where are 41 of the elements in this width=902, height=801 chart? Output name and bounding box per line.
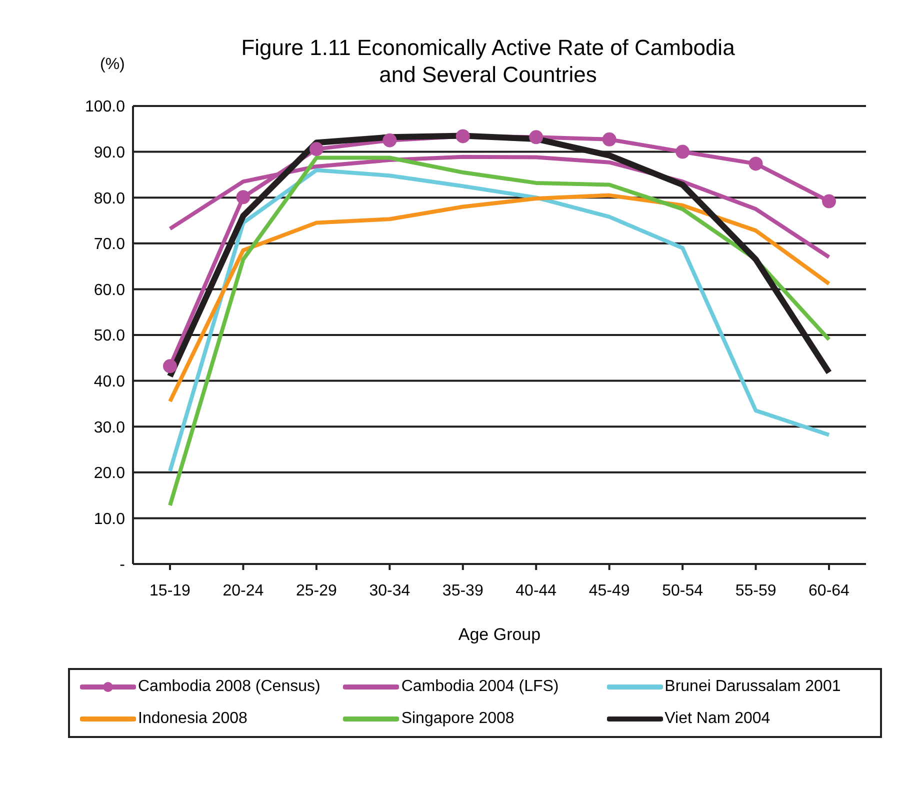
legend-label: Brunei Darussalam 2001 <box>664 678 841 696</box>
x-tick-label: 15-19 <box>150 582 191 600</box>
y-tick-label: 30.0 <box>94 419 126 436</box>
point <box>676 144 690 159</box>
point <box>309 142 324 156</box>
legend-label: Cambodia 2004 (LFS) <box>401 678 559 696</box>
chart-title: Figure 1.11 Economically Active Rate of Cambodia and Several Countries <box>241 35 735 87</box>
x-tick-label: 60-64 <box>808 582 850 600</box>
y-tick-label: 50.0 <box>94 328 126 345</box>
x-tick-label: 40-44 <box>516 582 557 600</box>
y-tick-label: 40.0 <box>94 373 126 390</box>
y-tick-label: 80.0 <box>94 190 126 208</box>
point <box>602 132 616 146</box>
legend-label: Cambodia 2008 (Census) <box>138 678 320 696</box>
x-axis-title: Age Group <box>458 625 541 644</box>
x-tick-label: 35-39 <box>442 582 484 600</box>
line-series <box>168 193 831 404</box>
point <box>163 359 177 374</box>
x-tick-label: 30-34 <box>369 582 410 600</box>
x-tick-label: 45-49 <box>588 582 630 600</box>
legend-label: Viet Nam 2004 <box>664 710 770 728</box>
point <box>822 194 836 208</box>
point <box>236 190 250 204</box>
legend-label: Indonesia 2008 <box>138 710 248 728</box>
x-tick-label: 50-54 <box>662 582 704 600</box>
point <box>748 156 763 171</box>
point <box>382 133 397 148</box>
point <box>529 130 544 144</box>
y-tick-label: 20.0 <box>94 465 126 482</box>
x-tick-label: 20-24 <box>222 582 264 600</box>
x-tick-label: 25-29 <box>296 582 338 600</box>
y-tick-label: 10.0 <box>94 510 126 528</box>
x-tick-label: 55-59 <box>735 582 776 600</box>
legend-label: Singapore 2008 <box>401 710 514 728</box>
point <box>456 129 470 144</box>
y-tick-label: 70.0 <box>94 236 126 254</box>
y-tick-label: 90.0 <box>94 144 126 162</box>
y-axis-title: (%) <box>100 56 125 74</box>
y-tick-label: - <box>120 556 125 574</box>
y-tick-label: 60.0 <box>94 282 126 299</box>
y-tick-label: 100.0 <box>84 98 126 116</box>
